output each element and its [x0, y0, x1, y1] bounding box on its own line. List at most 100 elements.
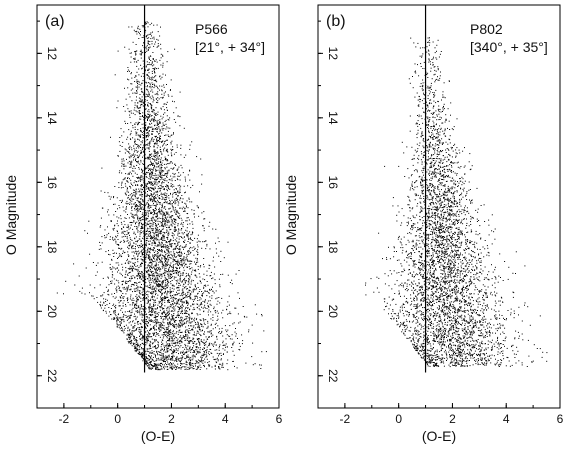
data-point: [141, 314, 143, 316]
data-point: [172, 221, 174, 223]
data-point: [186, 316, 188, 317]
data-point: [157, 43, 159, 45]
data-point: [188, 250, 190, 252]
data-point: [173, 167, 175, 169]
data-point: [161, 285, 163, 287]
data-point: [192, 326, 194, 328]
data-point: [135, 329, 137, 331]
data-point: [151, 212, 153, 214]
data-point: [237, 313, 239, 315]
data-point: [120, 324, 121, 326]
data-point: [159, 231, 161, 233]
data-point: [171, 307, 173, 309]
data-point: [163, 128, 165, 129]
data-point: [182, 285, 184, 287]
data-point: [210, 330, 212, 332]
data-point: [153, 296, 155, 298]
data-point: [133, 217, 135, 219]
data-point: [146, 135, 148, 137]
data-point: [192, 303, 193, 305]
data-point: [142, 178, 144, 180]
data-point: [172, 223, 174, 225]
data-point: [162, 160, 164, 162]
data-point: [152, 163, 154, 165]
data-point: [156, 193, 158, 195]
data-point: [136, 290, 138, 292]
data-point: [132, 291, 133, 293]
data-point: [178, 298, 180, 300]
data-point: [163, 214, 165, 216]
data-point: [162, 129, 164, 131]
data-point: [161, 186, 163, 188]
data-point: [173, 133, 174, 135]
data-point: [137, 275, 139, 277]
data-point: [138, 252, 140, 254]
data-point: [190, 237, 191, 239]
data-point: [131, 251, 133, 253]
data-point: [186, 288, 187, 290]
data-point: [149, 176, 151, 178]
data-point: [176, 281, 178, 283]
data-point: [142, 151, 144, 153]
data-point: [146, 316, 148, 318]
data-point: [177, 234, 179, 236]
data-point: [185, 312, 187, 314]
data-point: [149, 230, 151, 232]
data-point: [134, 306, 136, 308]
data-point: [117, 235, 119, 237]
data-point: [161, 132, 163, 134]
data-point: [192, 223, 194, 225]
data-point: [228, 304, 230, 306]
data-point: [136, 221, 138, 223]
data-point: [154, 205, 156, 206]
data-point: [153, 266, 155, 268]
data-point: [149, 248, 151, 250]
data-point: [158, 125, 160, 127]
data-point: [150, 184, 152, 186]
data-point: [114, 252, 116, 254]
data-point: [131, 83, 133, 85]
data-point: [136, 164, 138, 166]
data-point: [135, 158, 137, 160]
data-point: [129, 166, 131, 168]
data-point: [161, 276, 163, 278]
data-point: [123, 160, 125, 162]
data-point: [162, 280, 163, 282]
data-point: [209, 331, 211, 333]
data-point: [130, 212, 132, 214]
data-point: [164, 260, 166, 262]
data-point: [163, 219, 165, 221]
data-point: [169, 321, 170, 323]
data-point: [160, 298, 162, 300]
data-point: [149, 279, 151, 281]
data-point: [163, 84, 165, 86]
data-point: [149, 314, 151, 316]
data-point: [163, 170, 165, 172]
data-point: [191, 312, 193, 314]
data-point: [159, 250, 161, 252]
data-point: [148, 155, 150, 157]
data-point: [180, 300, 181, 302]
data-point: [148, 86, 150, 88]
data-point: [148, 280, 150, 282]
data-point: [127, 87, 129, 89]
data-point: [196, 238, 198, 240]
data-point: [165, 270, 167, 272]
data-point: [127, 180, 128, 182]
data-point: [180, 254, 182, 256]
data-point: [156, 147, 158, 149]
data-point: [197, 297, 198, 299]
data-point: [145, 23, 147, 25]
data-point: [162, 246, 164, 248]
data-point: [165, 201, 167, 203]
data-point: [167, 182, 169, 184]
data-point: [147, 96, 149, 97]
data-point: [147, 132, 149, 134]
data-point: [153, 68, 155, 69]
data-point: [138, 134, 140, 136]
data-point: [156, 215, 158, 217]
data-point: [143, 42, 145, 44]
data-point: [155, 232, 157, 234]
data-point: [132, 154, 134, 156]
data-point: [166, 149, 168, 151]
